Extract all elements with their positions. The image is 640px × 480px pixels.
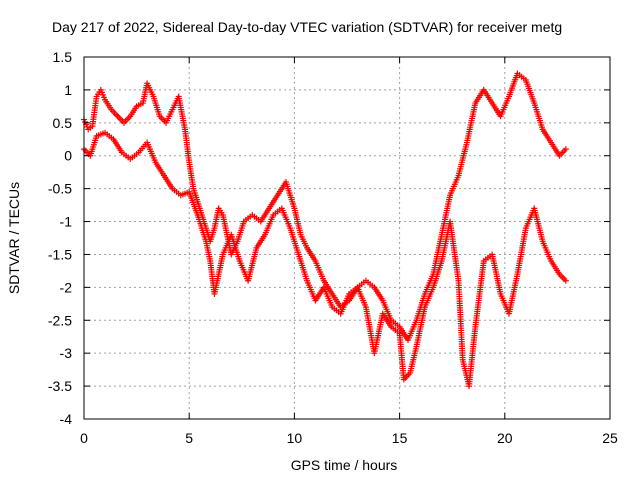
x-tick-label: 0 — [80, 430, 88, 446]
x-tick-label: 5 — [185, 430, 193, 446]
data-point — [562, 277, 569, 284]
y-tick-label: -2 — [60, 279, 73, 295]
y-tick-label: -1 — [60, 214, 73, 230]
y-tick-label: 0.5 — [53, 115, 73, 131]
x-tick-label: 25 — [602, 430, 618, 446]
data-marks — [81, 70, 569, 390]
y-tick-label: -1.5 — [48, 246, 72, 262]
x-tick-label: 20 — [497, 430, 513, 446]
tick-labels: 0 5 10 15 20 25 -4 -3.5 -3 -2.5 -2 -1.5 -1 -0.5 0 0.5 1 1… — [48, 49, 618, 446]
y-tick-label: 1 — [64, 82, 72, 98]
x-tick-label: 15 — [392, 430, 408, 446]
chart-title: Day 217 of 2022, Sidereal Day-to-day VTE… — [52, 19, 562, 35]
y-tick-label: -3 — [60, 345, 73, 361]
y-tick-label: 1.5 — [53, 49, 73, 65]
y-tick-label: 0 — [64, 148, 72, 164]
plot-frame — [83, 56, 611, 420]
grid-lines — [83, 56, 611, 420]
x-axis-label: GPS time / hours — [291, 457, 398, 473]
x-tick-label: 10 — [287, 430, 303, 446]
y-tick-label: -0.5 — [48, 181, 72, 197]
y-tick-label: -4 — [60, 411, 73, 427]
data-point — [562, 146, 569, 153]
y-axis-label: SDTVAR / TECUs — [6, 182, 22, 294]
axis-ticks — [83, 56, 611, 420]
y-tick-label: -2.5 — [48, 312, 72, 328]
y-tick-label: -3.5 — [48, 378, 72, 394]
